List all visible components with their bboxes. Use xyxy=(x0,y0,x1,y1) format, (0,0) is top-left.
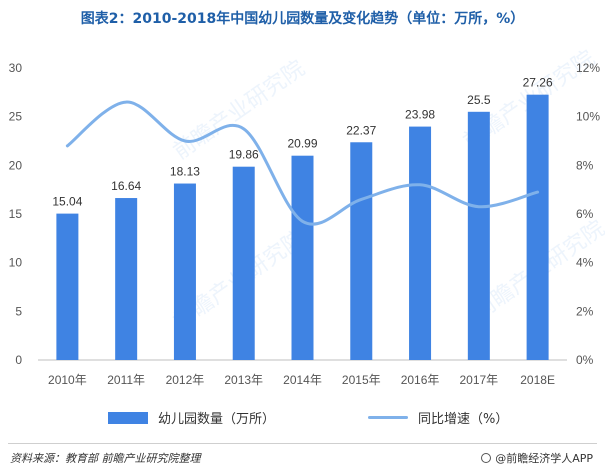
legend-line: 同比增速（%） xyxy=(368,408,508,427)
growth-rate-line xyxy=(65,100,540,226)
bar xyxy=(291,155,314,360)
x-tick-label: 2015年 xyxy=(342,373,381,387)
bar xyxy=(467,111,490,360)
right-tick-label: 12% xyxy=(576,61,600,75)
bar-value-label: 16.64 xyxy=(111,179,141,193)
right-axis-ticks: 0% 2% 4% 6% 8% 10% 12% xyxy=(576,61,600,367)
legend-bar: 幼儿园数量（万所） xyxy=(108,408,275,427)
source-note: 资料来源：教育部 前瞻产业研究院整理 xyxy=(10,452,201,465)
bar xyxy=(232,166,255,360)
bar xyxy=(173,183,196,360)
x-tick-label: 2012年 xyxy=(166,373,205,387)
bar xyxy=(115,198,138,360)
bar-value-label: 15.04 xyxy=(52,195,82,209)
left-axis-ticks: 0 5 10 15 20 25 30 xyxy=(9,61,23,367)
left-tick-label: 5 xyxy=(15,304,22,318)
x-tick-label: 2014年 xyxy=(283,373,322,387)
brand-label: @前瞻经济学人APP xyxy=(495,452,593,465)
x-tick-label: 2010年 xyxy=(48,373,87,387)
data-labels: 15.04 16.64 18.13 19.86 20.99 22.37 23.98 25.5 2… xyxy=(52,76,553,209)
x-tick-label: 2013年 xyxy=(224,373,263,387)
x-axis-ticks: 2010年 2011年 2012年 2013年 2014年 2015年 2016年 2017年… xyxy=(48,373,555,387)
legend-bar-swatch xyxy=(108,411,148,424)
right-tick-label: 2% xyxy=(576,304,594,318)
chart-title: 图表2：2010-2018年中国幼儿园数量及变化趋势（单位：万所，%） xyxy=(80,11,525,27)
bar xyxy=(350,142,373,360)
legend-bar-label: 幼儿园数量（万所） xyxy=(158,412,276,427)
x-tick-label: 2011年 xyxy=(107,373,145,387)
left-tick-label: 0 xyxy=(15,353,22,367)
left-tick-label: 30 xyxy=(9,61,23,75)
bar-value-label: 19.86 xyxy=(229,148,259,162)
bar-value-label: 27.26 xyxy=(523,76,553,90)
brand-logo-icon xyxy=(481,453,492,463)
bar xyxy=(56,213,79,360)
bar-value-label: 18.13 xyxy=(170,165,200,179)
right-tick-label: 0% xyxy=(576,353,594,367)
left-tick-label: 20 xyxy=(9,158,23,172)
footer-divider xyxy=(8,443,597,444)
right-tick-label: 4% xyxy=(576,256,594,270)
right-tick-label: 6% xyxy=(576,207,594,221)
bar-value-label: 23.98 xyxy=(405,108,435,122)
right-tick-label: 10% xyxy=(576,110,600,124)
x-tick-label: 2017年 xyxy=(459,373,498,387)
bar xyxy=(409,126,432,360)
legend-line-label: 同比增速（%） xyxy=(418,412,509,427)
left-tick-label: 15 xyxy=(9,207,23,221)
bar-value-label: 22.37 xyxy=(346,123,376,137)
left-tick-label: 25 xyxy=(9,110,23,124)
brand: @前瞻经济学人APP xyxy=(481,450,593,466)
legend-line-swatch xyxy=(368,416,408,419)
x-tick-label: 2018E xyxy=(520,373,555,387)
bar-series xyxy=(56,94,549,360)
bar-value-label: 25.5 xyxy=(467,93,491,107)
right-tick-label: 8% xyxy=(576,158,594,172)
bar xyxy=(526,94,549,360)
left-tick-label: 10 xyxy=(9,256,23,270)
x-tick-label: 2016年 xyxy=(401,373,440,387)
bar-value-label: 20.99 xyxy=(287,137,317,151)
